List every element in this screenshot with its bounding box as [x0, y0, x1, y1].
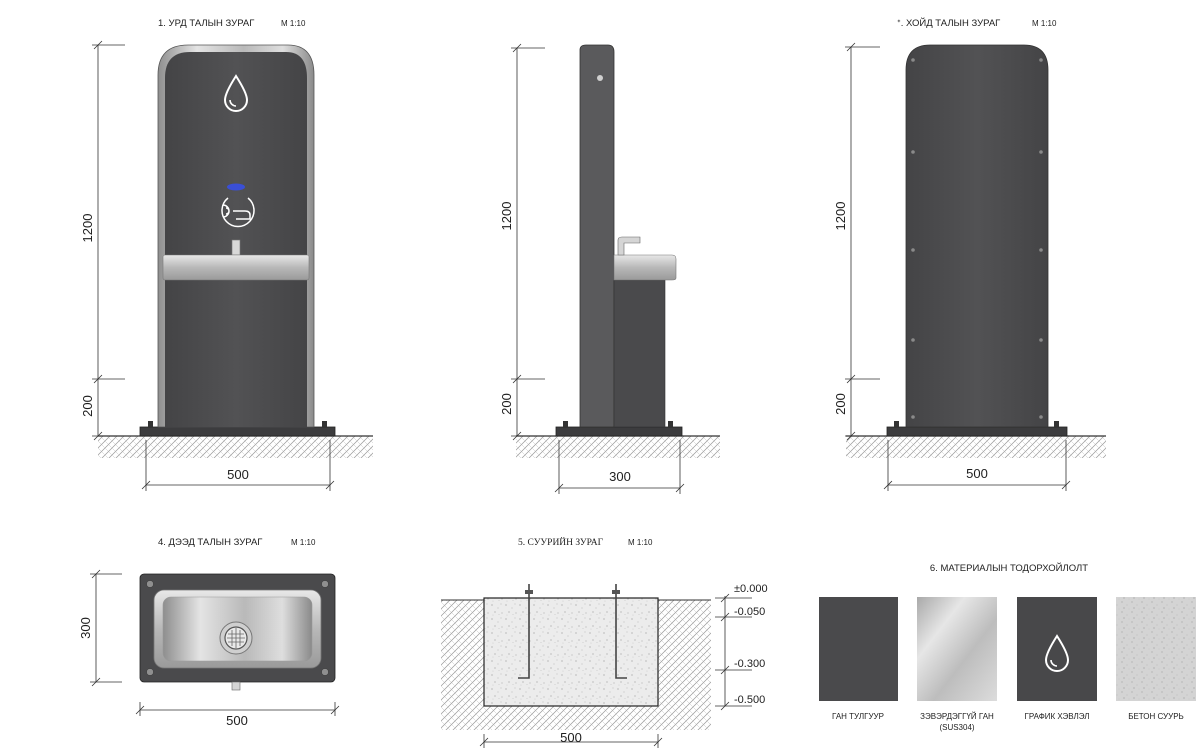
top-view-scale: М 1:10 [291, 538, 316, 547]
drain-icon [219, 621, 253, 655]
side-dim-height-base: 200 [499, 393, 514, 415]
side-dim-height-main: 1200 [499, 202, 514, 231]
back-dim-height-base: 200 [833, 393, 848, 415]
foundation-view-title: 5. СУУРИЙН ЗУРАГ [518, 536, 604, 548]
material-label-2: ГРАФИК ХЭВЛЭЛ [1025, 712, 1090, 721]
sensor-light [227, 183, 245, 191]
touchless-sensor-icon [221, 197, 255, 228]
back-view: ᐩ. ХОЙД ТАЛЫН ЗУРАГ М 1:10 1200 200 500 [833, 17, 1106, 491]
foundation-view-scale: М 1:10 [628, 538, 653, 547]
back-panel [905, 44, 1049, 428]
front-dim-width: 500 [227, 467, 249, 482]
material-label-1b: (SUS304) [939, 723, 974, 732]
front-ground-hatch [98, 436, 373, 458]
back-dim-height-main: 1200 [833, 202, 848, 231]
material-label-3: БЕТОН СУУРЬ [1128, 712, 1184, 721]
level-3: -0.500 [734, 694, 765, 706]
level-2: -0.300 [734, 658, 765, 670]
top-dim-depth: 300 [78, 617, 93, 639]
material-label-1: ЗЭВЭРДЭГГҮЙ ГАН [920, 712, 994, 721]
material-swatch-graphic [1017, 597, 1097, 701]
front-basin [162, 254, 310, 281]
side-dim-width: 300 [609, 469, 631, 484]
level-1: -0.050 [734, 606, 765, 618]
side-faucet [617, 236, 641, 256]
side-lower-cabinet [613, 279, 666, 428]
top-dim-width: 500 [226, 713, 248, 728]
back-panel-bolts [911, 58, 1043, 419]
side-column [579, 44, 615, 428]
material-label-0: ГАН ТУЛГУУР [832, 712, 884, 721]
back-view-scale: М 1:10 [1032, 19, 1057, 28]
front-view: 1. УРД ТАЛЫН ЗУРАГ М 1:10 [80, 18, 373, 491]
front-dim-height-base: 200 [80, 395, 95, 417]
foundation-view: 5. СУУРИЙН ЗУРАГ М 1:10 ±0.000 -0.050 -0… [441, 536, 768, 748]
materials-legend: 6. МАТЕРИАЛЫН ТОДОРХОЙЛОЛТ ГАН ТУЛГУУР З… [819, 562, 1196, 732]
anchor-bolts [518, 584, 627, 679]
front-view-scale: М 1:10 [281, 19, 306, 28]
foundation-dim-width: 500 [560, 730, 582, 745]
top-view: 4. ДЭЭД ТАЛЫН ЗУРАГ М 1:10 300 500 [78, 537, 340, 728]
material-swatch-concrete [1116, 597, 1196, 701]
front-upper-panel [165, 52, 307, 255]
foundation-concrete-block [483, 597, 659, 707]
front-view-title: 1. УРД ТАЛЫН ЗУРАГ [158, 18, 254, 29]
front-lower-panel [165, 280, 307, 427]
side-view: 1200 200 300 [499, 43, 720, 494]
front-dim-height-main: 1200 [80, 214, 95, 243]
back-base-plate [886, 426, 1068, 437]
material-swatch-stainless [917, 597, 997, 701]
material-swatch-steel-frame [819, 597, 898, 701]
top-view-title: 4. ДЭЭД ТАЛЫН ЗУРАГ [158, 537, 262, 548]
front-base-plate [139, 426, 336, 437]
side-base-plate [555, 426, 683, 437]
back-dim-width: 500 [966, 466, 988, 481]
level-0: ±0.000 [734, 583, 768, 595]
materials-title: 6. МАТЕРИАЛЫН ТОДОРХОЙЛОЛТ [930, 562, 1088, 574]
side-basin [613, 254, 677, 281]
back-view-title: ᐩ. ХОЙД ТАЛЫН ЗУРАГ [897, 17, 1000, 29]
